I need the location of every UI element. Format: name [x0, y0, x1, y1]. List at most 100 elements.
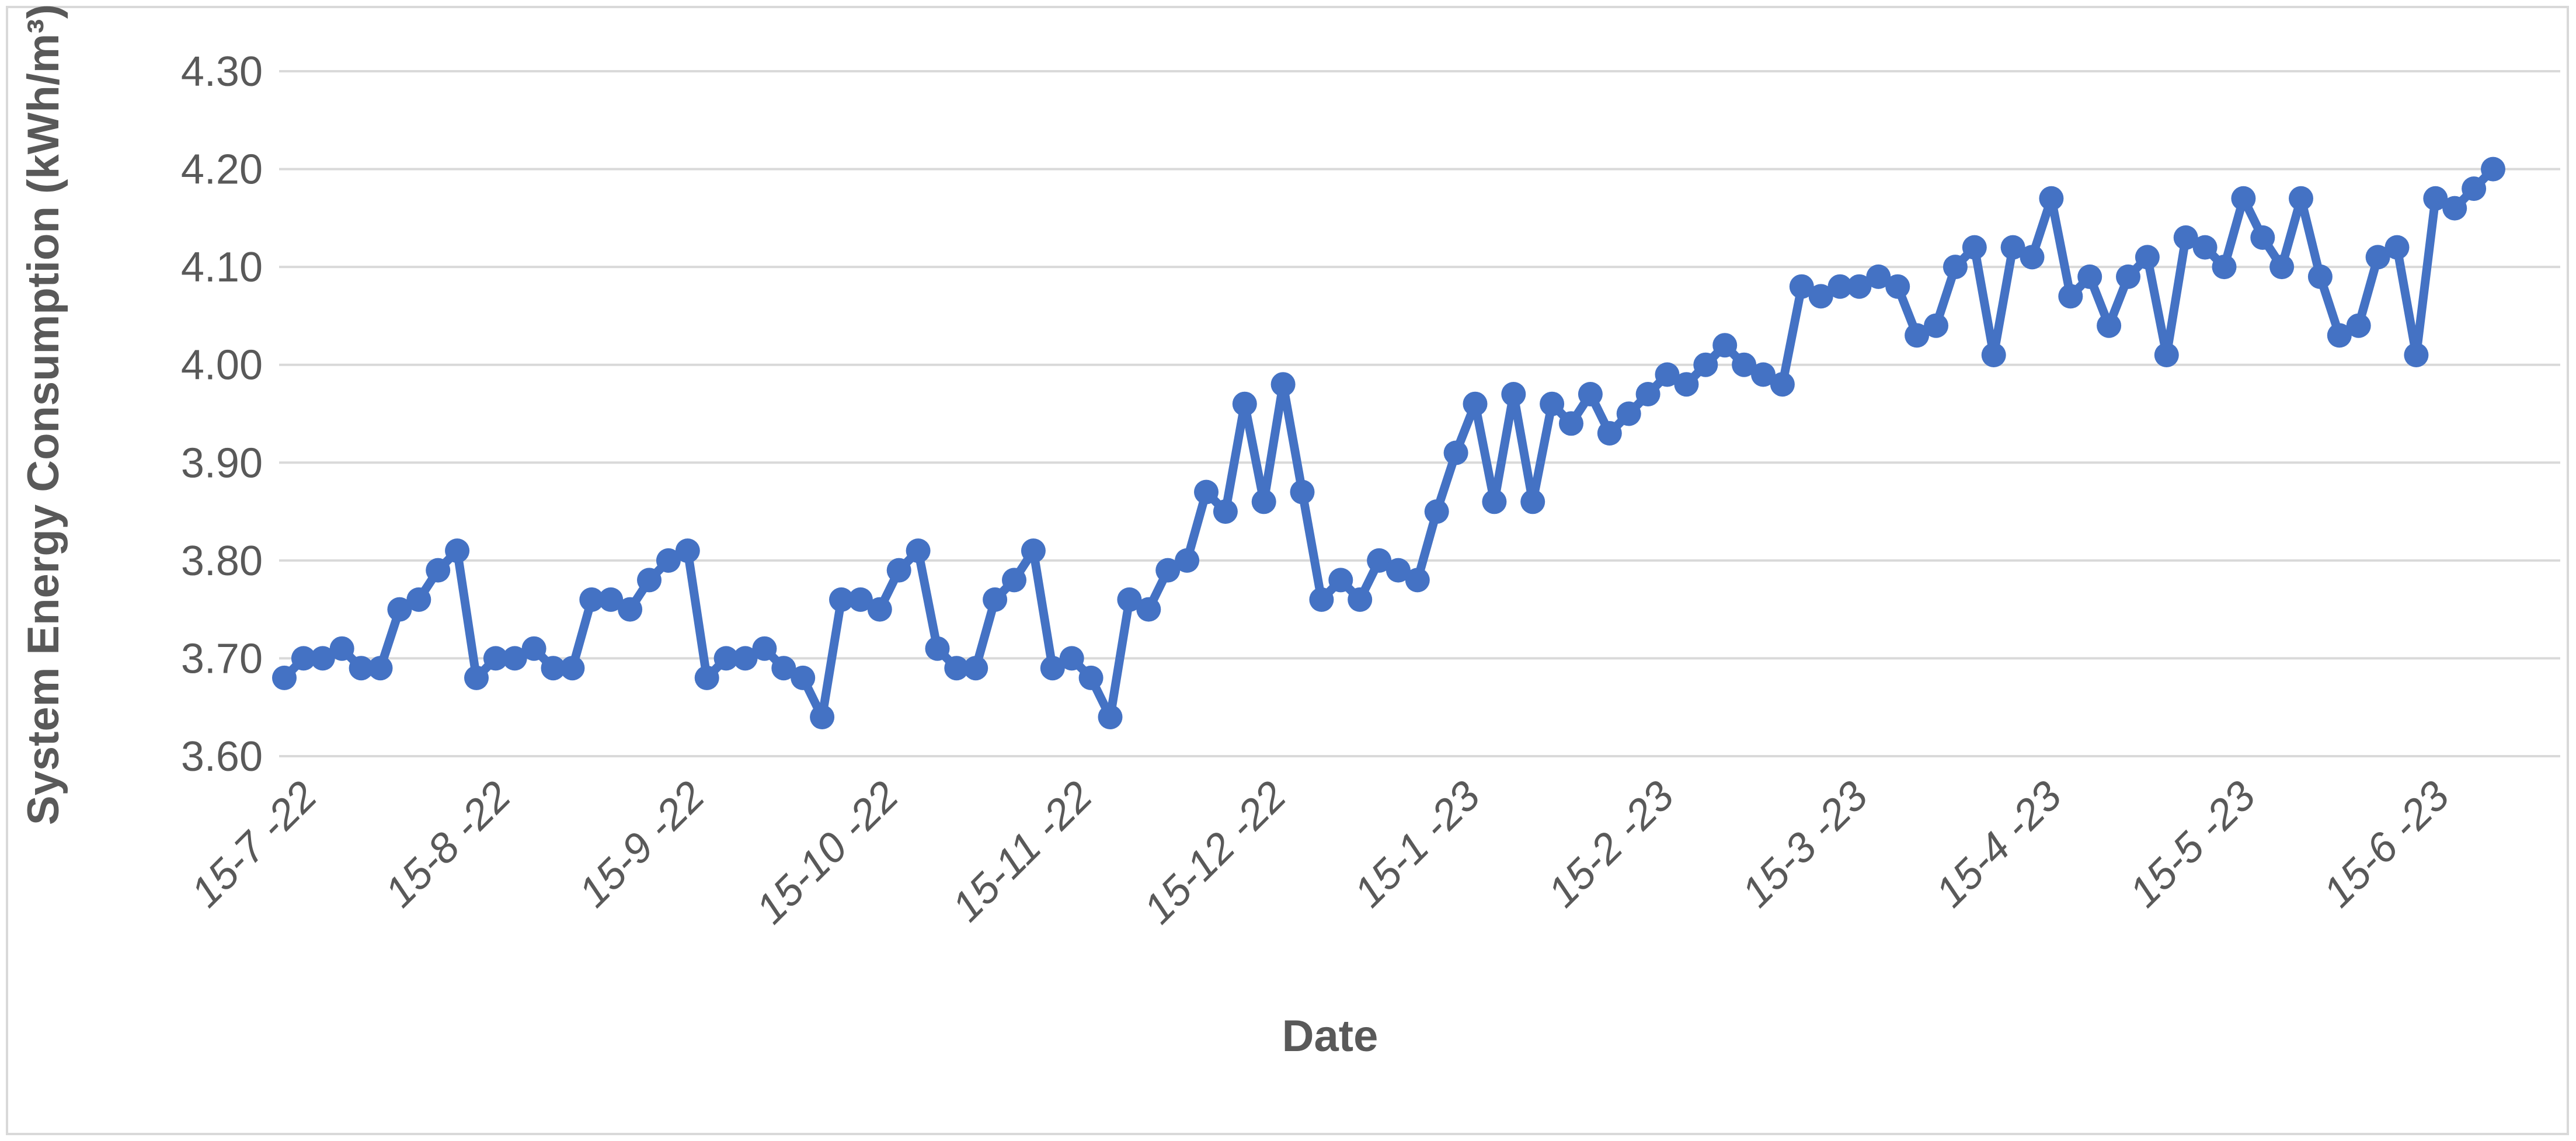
data-point: [963, 656, 988, 681]
data-point: [944, 656, 969, 681]
y-tick-label: 3.60: [181, 733, 263, 780]
x-tick-label: 15-10 -22: [747, 773, 908, 933]
data-point: [1885, 274, 1910, 299]
x-tick-label: 15-12 -22: [1135, 773, 1296, 933]
data-point: [387, 597, 412, 622]
y-tick-label: 4.20: [181, 147, 263, 193]
data-point: [2250, 225, 2275, 250]
data-point: [502, 646, 527, 671]
x-tick-label: 15-5 -23: [2121, 773, 2264, 916]
data-point: [1098, 705, 1123, 729]
data-point: [1194, 479, 1219, 505]
data-point: [2154, 343, 2179, 367]
data-point: [1674, 372, 1699, 397]
data-point: [2462, 176, 2487, 201]
data-point: [1482, 489, 1507, 514]
data-point: [2307, 264, 2333, 289]
x-axis-title: Date: [1282, 1011, 1378, 1061]
data-point: [656, 548, 681, 573]
data-point: [2404, 343, 2429, 367]
data-point: [598, 587, 624, 612]
data-point: [1808, 284, 1833, 309]
data-point: [1924, 313, 1948, 338]
data-point: [2442, 196, 2467, 221]
data-point: [886, 558, 911, 583]
data-point: [579, 587, 604, 612]
x-axis-tick-labels: 15-7 -22 15-8 -22 15-9 -22 15-10 -22 15-11 -…: [182, 773, 2458, 933]
x-tick-label: 15-9 -22: [570, 773, 713, 916]
data-point: [2135, 245, 2160, 270]
data-point: [272, 665, 297, 690]
data-point: [1213, 499, 1238, 524]
data-point: [1348, 587, 1373, 612]
data-point: [1232, 391, 1257, 416]
x-tick-label: 15-11 -22: [944, 773, 1102, 931]
data-point: [1943, 255, 1968, 280]
data-point: [2058, 284, 2083, 309]
y-tick-label: 4.10: [181, 244, 263, 291]
data-point: [1270, 372, 1296, 397]
data-point: [368, 656, 393, 681]
x-tick-label: 15-3 -23: [1733, 773, 1877, 916]
data-point: [1386, 558, 1411, 583]
data-point: [2481, 156, 2505, 182]
data-point: [2077, 264, 2102, 289]
data-point: [1002, 568, 1026, 593]
data-point: [2327, 323, 2352, 348]
data-point: [2000, 235, 2025, 260]
data-point: [464, 665, 489, 690]
data-point: [1117, 587, 1142, 612]
data-point: [810, 705, 835, 729]
data-point: [2289, 186, 2313, 211]
data-point: [1866, 264, 1891, 289]
data-point: [1175, 548, 1200, 573]
data-point: [925, 636, 950, 661]
data-point: [521, 636, 546, 661]
data-point: [1136, 597, 1161, 622]
gridlines: [279, 70, 2560, 757]
x-tick-label: 15-8 -22: [376, 773, 520, 916]
data-point: [1789, 274, 1814, 299]
y-axis-tick-labels: 3.60 3.70 3.80 3.90 4.00 4.10 4.20 4.30: [181, 48, 263, 780]
data-point: [829, 587, 854, 612]
data-point: [752, 636, 777, 661]
x-tick-label: 15-4 -23: [1927, 773, 2070, 916]
data-point: [541, 656, 566, 681]
data-point: [1751, 362, 1776, 387]
data-point: [2039, 186, 2064, 211]
y-axis-title: System Energy Consumption (kWh/m³): [19, 4, 68, 825]
data-point: [1251, 489, 1276, 514]
data-point: [1616, 401, 1641, 426]
x-tick-label: 15-2 -23: [1539, 773, 1683, 916]
y-tick-label: 3.80: [181, 538, 263, 585]
x-tick-label: 15-6 -23: [2314, 773, 2458, 916]
data-point: [1021, 538, 1046, 563]
data-point: [2212, 255, 2237, 280]
data-point: [2231, 186, 2256, 211]
data-point: [2269, 255, 2295, 280]
data-point: [2020, 245, 2045, 270]
data-point: [771, 656, 796, 681]
data-point: [1559, 411, 1583, 436]
data-point: [310, 646, 335, 671]
y-tick-label: 3.90: [181, 440, 263, 486]
data-point: [618, 597, 643, 622]
data-point: [1059, 646, 1084, 671]
data-point: [1520, 489, 1545, 514]
data-point: [791, 665, 816, 690]
data-point: [906, 538, 931, 563]
data-point: [2116, 264, 2140, 289]
data-point: [1770, 372, 1795, 397]
data-point: [426, 558, 451, 583]
data-point: [1635, 382, 1661, 406]
data-point: [2173, 225, 2198, 250]
data-point: [1981, 343, 2006, 367]
data-point: [406, 587, 431, 612]
data-point: [349, 656, 374, 681]
data-series: [272, 156, 2505, 729]
data-point: [2346, 313, 2371, 338]
data-point: [733, 646, 758, 671]
data-point: [1732, 352, 1757, 377]
